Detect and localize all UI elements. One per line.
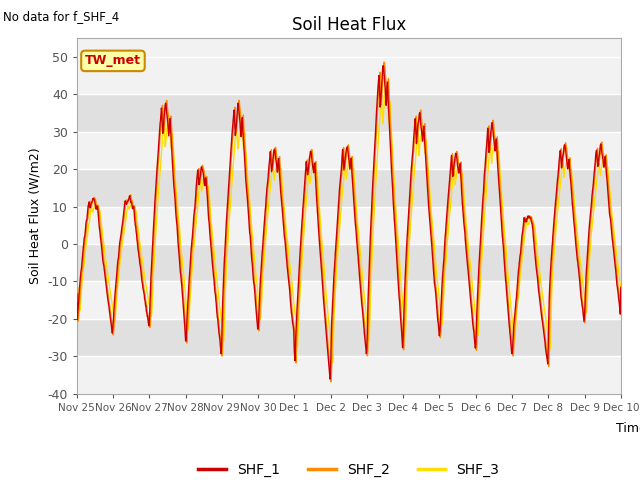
Bar xyxy=(77,281,621,319)
Bar xyxy=(77,319,621,356)
X-axis label: Time: Time xyxy=(616,422,640,435)
Bar xyxy=(77,244,621,281)
Bar xyxy=(77,95,621,132)
Bar xyxy=(77,207,621,244)
Y-axis label: Soil Heat Flux (W/m2): Soil Heat Flux (W/m2) xyxy=(29,148,42,284)
Bar xyxy=(77,169,621,207)
Title: Soil Heat Flux: Soil Heat Flux xyxy=(292,16,406,34)
Bar xyxy=(77,356,621,394)
Text: TW_met: TW_met xyxy=(85,54,141,67)
Bar xyxy=(77,57,621,95)
Bar xyxy=(77,132,621,169)
Legend: SHF_1, SHF_2, SHF_3: SHF_1, SHF_2, SHF_3 xyxy=(193,457,505,480)
Text: No data for f_SHF_4: No data for f_SHF_4 xyxy=(3,10,120,23)
